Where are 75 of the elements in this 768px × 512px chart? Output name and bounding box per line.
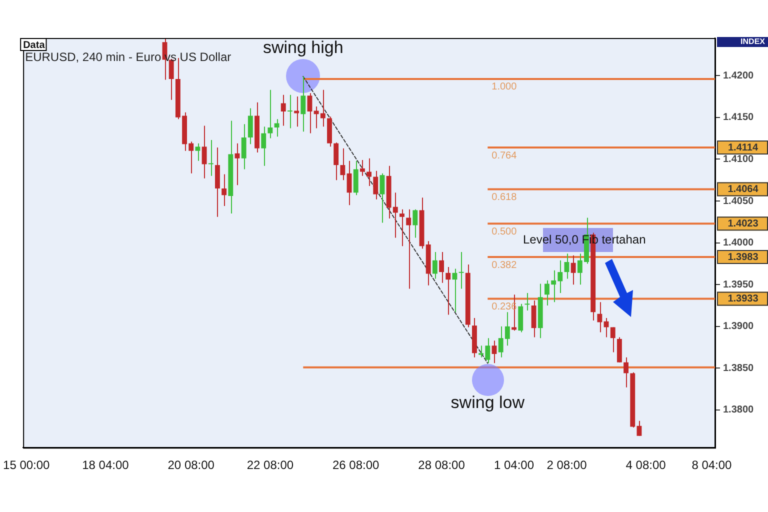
candlestick — [248, 108, 253, 145]
ref-line-label: 1.3983 — [728, 252, 759, 263]
candlestick — [616, 336, 622, 363]
ref-line-label: 1.4023 — [728, 218, 759, 230]
annotation: 0.500 — [492, 226, 518, 238]
candlestick — [268, 89, 273, 139]
candlestick — [373, 170, 378, 200]
candlestick — [380, 172, 385, 224]
candlestick — [280, 94, 286, 126]
candlestick — [346, 160, 352, 206]
candlestick — [307, 92, 312, 134]
candlestick — [446, 266, 451, 316]
candlestick — [531, 300, 536, 338]
y-tick-label: 1.3850 — [723, 362, 754, 374]
candlestick — [624, 356, 629, 388]
x-tick-label: 2 08:00 — [546, 458, 588, 472]
candlestick — [195, 142, 200, 162]
candlestick — [360, 160, 365, 176]
x-tick-label: 4 08:00 — [626, 458, 666, 472]
x-tick-label: 26 08:00 — [332, 458, 380, 472]
y-tick-label: 1.4050 — [723, 196, 754, 207]
candlestick — [400, 208, 404, 247]
y-tick-label: 1.3900 — [723, 321, 754, 332]
ref-line-label: 1.4064 — [728, 184, 759, 196]
annotation: 0.382 — [492, 260, 518, 271]
x-tick-label: 1 04:00 — [494, 458, 534, 472]
candlestick — [412, 208, 418, 238]
y-tick-label: 1.4100 — [723, 154, 754, 165]
ref-line-label: 1.4114 — [728, 142, 758, 154]
candlestick — [432, 251, 438, 280]
candlestick — [294, 96, 300, 128]
annotation: swing low — [450, 392, 526, 412]
candlestick — [261, 126, 266, 166]
candlestick — [215, 147, 220, 218]
y-tick-label: 1.4000 — [723, 238, 754, 249]
x-tick-label: 28 08:00 — [418, 458, 466, 472]
x-tick-label: 20 08:00 — [168, 458, 215, 472]
x-tick-label: 18 04:00 — [82, 458, 130, 472]
candlestick — [287, 94, 292, 129]
ref-line-label: 1.3933 — [728, 294, 759, 305]
x-tick-label: 15 00:00 — [3, 458, 50, 472]
candlestick — [202, 125, 207, 179]
y-tick-label: 1.3950 — [723, 279, 754, 290]
x-tick-label: 8 04:00 — [692, 458, 732, 472]
annotation: 0.618 — [492, 192, 518, 204]
candlestick — [597, 302, 602, 333]
y-tick-label: 1.4200 — [723, 70, 754, 82]
candlestick — [222, 174, 227, 207]
candlestick — [353, 160, 358, 196]
annotation: Level 50,0 Fib tertahan — [523, 232, 646, 246]
annotation: 0.764 — [492, 150, 518, 162]
candlestick — [439, 251, 444, 284]
candlestick — [208, 139, 214, 176]
candlestick — [274, 118, 280, 138]
text: INDEX — [740, 37, 766, 46]
annotation: 1.000 — [492, 82, 518, 93]
candlestick — [340, 148, 346, 181]
candlestick — [241, 124, 246, 170]
y-tick-label: 1.4150 — [723, 112, 754, 124]
candlestick — [300, 76, 306, 132]
candlestick — [492, 340, 497, 364]
candlestick — [564, 253, 570, 280]
candlestick — [366, 158, 372, 186]
candlestick — [570, 254, 576, 286]
candlestick — [458, 251, 464, 290]
annotation: swing high — [262, 38, 344, 58]
candlestick — [406, 208, 412, 290]
x-tick-label: 22 08:00 — [246, 458, 294, 472]
candlestick — [610, 326, 616, 353]
candlestick — [452, 268, 458, 313]
annotation: Data — [23, 40, 46, 51]
candlestick — [334, 142, 339, 181]
y-tick-label: 1.3800 — [723, 404, 754, 416]
candlestick — [524, 292, 530, 312]
candlestick — [234, 142, 240, 186]
